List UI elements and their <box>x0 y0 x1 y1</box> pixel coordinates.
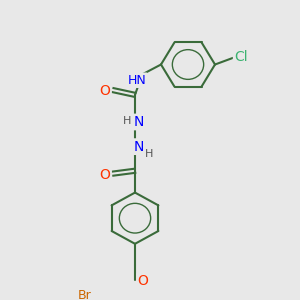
Text: O: O <box>100 84 110 98</box>
Text: Cl: Cl <box>234 50 248 64</box>
Text: N: N <box>134 140 144 154</box>
Text: HN: HN <box>128 74 146 87</box>
Text: O: O <box>138 274 148 288</box>
Text: N: N <box>134 115 144 129</box>
Text: H: H <box>145 149 153 159</box>
Text: H: H <box>123 116 131 127</box>
Text: Br: Br <box>78 289 92 300</box>
Text: O: O <box>100 168 110 182</box>
